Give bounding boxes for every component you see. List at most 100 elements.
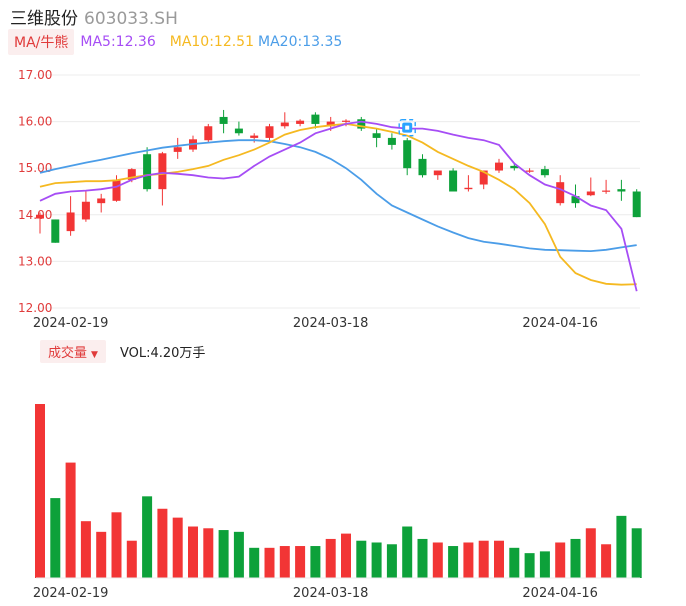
candle-body bbox=[372, 133, 381, 138]
volume-bar bbox=[80, 521, 91, 578]
candle-body bbox=[127, 169, 136, 180]
volume-bar bbox=[478, 540, 489, 578]
volume-bar bbox=[249, 547, 260, 578]
ma10-legend: MA10:12.51 bbox=[169, 34, 255, 50]
candle-body bbox=[586, 191, 595, 196]
candle-body bbox=[571, 196, 580, 204]
ma-legend: MA/牛熊 MA5:12.36 MA10:12.51 MA20:13.35 bbox=[8, 29, 343, 55]
volume-legend: 成交量 ▼ VOL:4.20万手 bbox=[40, 339, 206, 363]
caret-down-icon: ▼ bbox=[91, 349, 98, 360]
volume-bar bbox=[432, 542, 443, 578]
volume-bar bbox=[65, 462, 76, 578]
candle-body bbox=[326, 121, 335, 127]
candle-body bbox=[357, 119, 366, 129]
volume-bar bbox=[142, 496, 153, 578]
candle-body bbox=[525, 170, 534, 172]
stock-header: 三维股份 603033.SH bbox=[10, 4, 178, 29]
candle-body bbox=[342, 120, 350, 122]
volume-bar bbox=[279, 546, 290, 578]
volume-bar bbox=[448, 546, 459, 578]
y-tick-label: 13.00 bbox=[18, 254, 52, 268]
ma-toggle-button[interactable]: MA/牛熊 bbox=[8, 29, 75, 55]
volume-bar bbox=[356, 540, 367, 578]
candle-body bbox=[250, 135, 259, 138]
volume-bar bbox=[585, 528, 596, 578]
candle-body bbox=[510, 165, 519, 169]
volume-bar bbox=[35, 404, 45, 578]
volume-bar bbox=[295, 546, 306, 578]
marker-dot bbox=[405, 125, 410, 130]
ma10-line bbox=[39, 122, 637, 286]
ma20-legend: MA20:13.35 bbox=[258, 34, 343, 50]
candle-body bbox=[495, 162, 503, 171]
candle-body bbox=[36, 214, 44, 219]
candle-body bbox=[234, 128, 243, 134]
y-tick-label: 14.00 bbox=[18, 208, 52, 222]
volume-bar bbox=[325, 538, 336, 578]
volume-toggle-button[interactable]: 成交量 ▼ bbox=[40, 339, 106, 363]
candle-body bbox=[219, 116, 228, 124]
candle-body bbox=[112, 179, 121, 201]
candle-body bbox=[556, 182, 565, 204]
volume-bar bbox=[601, 544, 612, 578]
volume-bar bbox=[111, 512, 122, 578]
candle-body bbox=[311, 114, 320, 124]
ma20-line bbox=[39, 139, 637, 253]
candle-body bbox=[449, 170, 458, 192]
candle-body bbox=[387, 137, 396, 145]
candle-body bbox=[158, 153, 167, 190]
volume-bar bbox=[233, 531, 244, 578]
volume-bar bbox=[631, 528, 642, 578]
candle-body bbox=[51, 219, 60, 243]
y-tick-label: 17.00 bbox=[18, 68, 52, 82]
volume-bar bbox=[96, 531, 107, 578]
volume-bar bbox=[157, 508, 168, 578]
candle-body bbox=[433, 170, 442, 176]
candle-body bbox=[204, 126, 213, 141]
ma5-line bbox=[39, 120, 638, 292]
y-tick-label: 15.00 bbox=[18, 161, 52, 175]
volume-bar bbox=[264, 547, 275, 578]
volume-bar bbox=[218, 530, 229, 578]
volume-bar bbox=[616, 515, 627, 578]
volume-bar bbox=[50, 498, 61, 578]
candle-body bbox=[97, 198, 106, 204]
candle-body bbox=[464, 187, 473, 190]
candle-body bbox=[66, 212, 75, 232]
volume-bar bbox=[524, 553, 535, 578]
y-tick-label: 16.00 bbox=[18, 115, 52, 129]
y-tick-label: 12.00 bbox=[18, 301, 52, 315]
volume-bar bbox=[555, 542, 566, 578]
volume-bar bbox=[188, 526, 198, 578]
volume-x-tick-label: 2024-02-19 bbox=[33, 586, 109, 601]
candle-body bbox=[479, 170, 488, 185]
stock-code: 603033.SH bbox=[84, 9, 178, 29]
candle-body bbox=[265, 126, 274, 138]
volume-bar bbox=[371, 542, 382, 578]
x-tick-label: 2024-02-19 bbox=[33, 316, 109, 331]
candle-body bbox=[418, 158, 427, 176]
volume-bar bbox=[463, 542, 474, 578]
volume-bar bbox=[539, 551, 550, 578]
candle-body bbox=[540, 169, 549, 176]
volume-x-tick-label: 2024-03-18 bbox=[293, 586, 369, 601]
volume-bar bbox=[509, 547, 520, 578]
candle-body bbox=[143, 154, 152, 190]
volume-bar bbox=[402, 526, 413, 578]
volume-bar bbox=[310, 546, 321, 578]
x-tick-label: 2024-03-18 bbox=[293, 316, 369, 331]
candle-body bbox=[403, 140, 412, 169]
volume-bar bbox=[494, 540, 504, 578]
volume-bar bbox=[203, 528, 214, 578]
candle-body bbox=[602, 190, 611, 192]
candle-body bbox=[173, 147, 182, 152]
stock-name: 三维股份 bbox=[10, 9, 78, 29]
marker-icon bbox=[398, 118, 416, 137]
volume-value: VOL:4.20万手 bbox=[119, 345, 206, 361]
volume-bar bbox=[570, 538, 581, 578]
volume-bar bbox=[417, 538, 428, 578]
volume-bar bbox=[126, 540, 137, 578]
volume-bar bbox=[386, 544, 397, 578]
candle-body bbox=[280, 122, 289, 127]
